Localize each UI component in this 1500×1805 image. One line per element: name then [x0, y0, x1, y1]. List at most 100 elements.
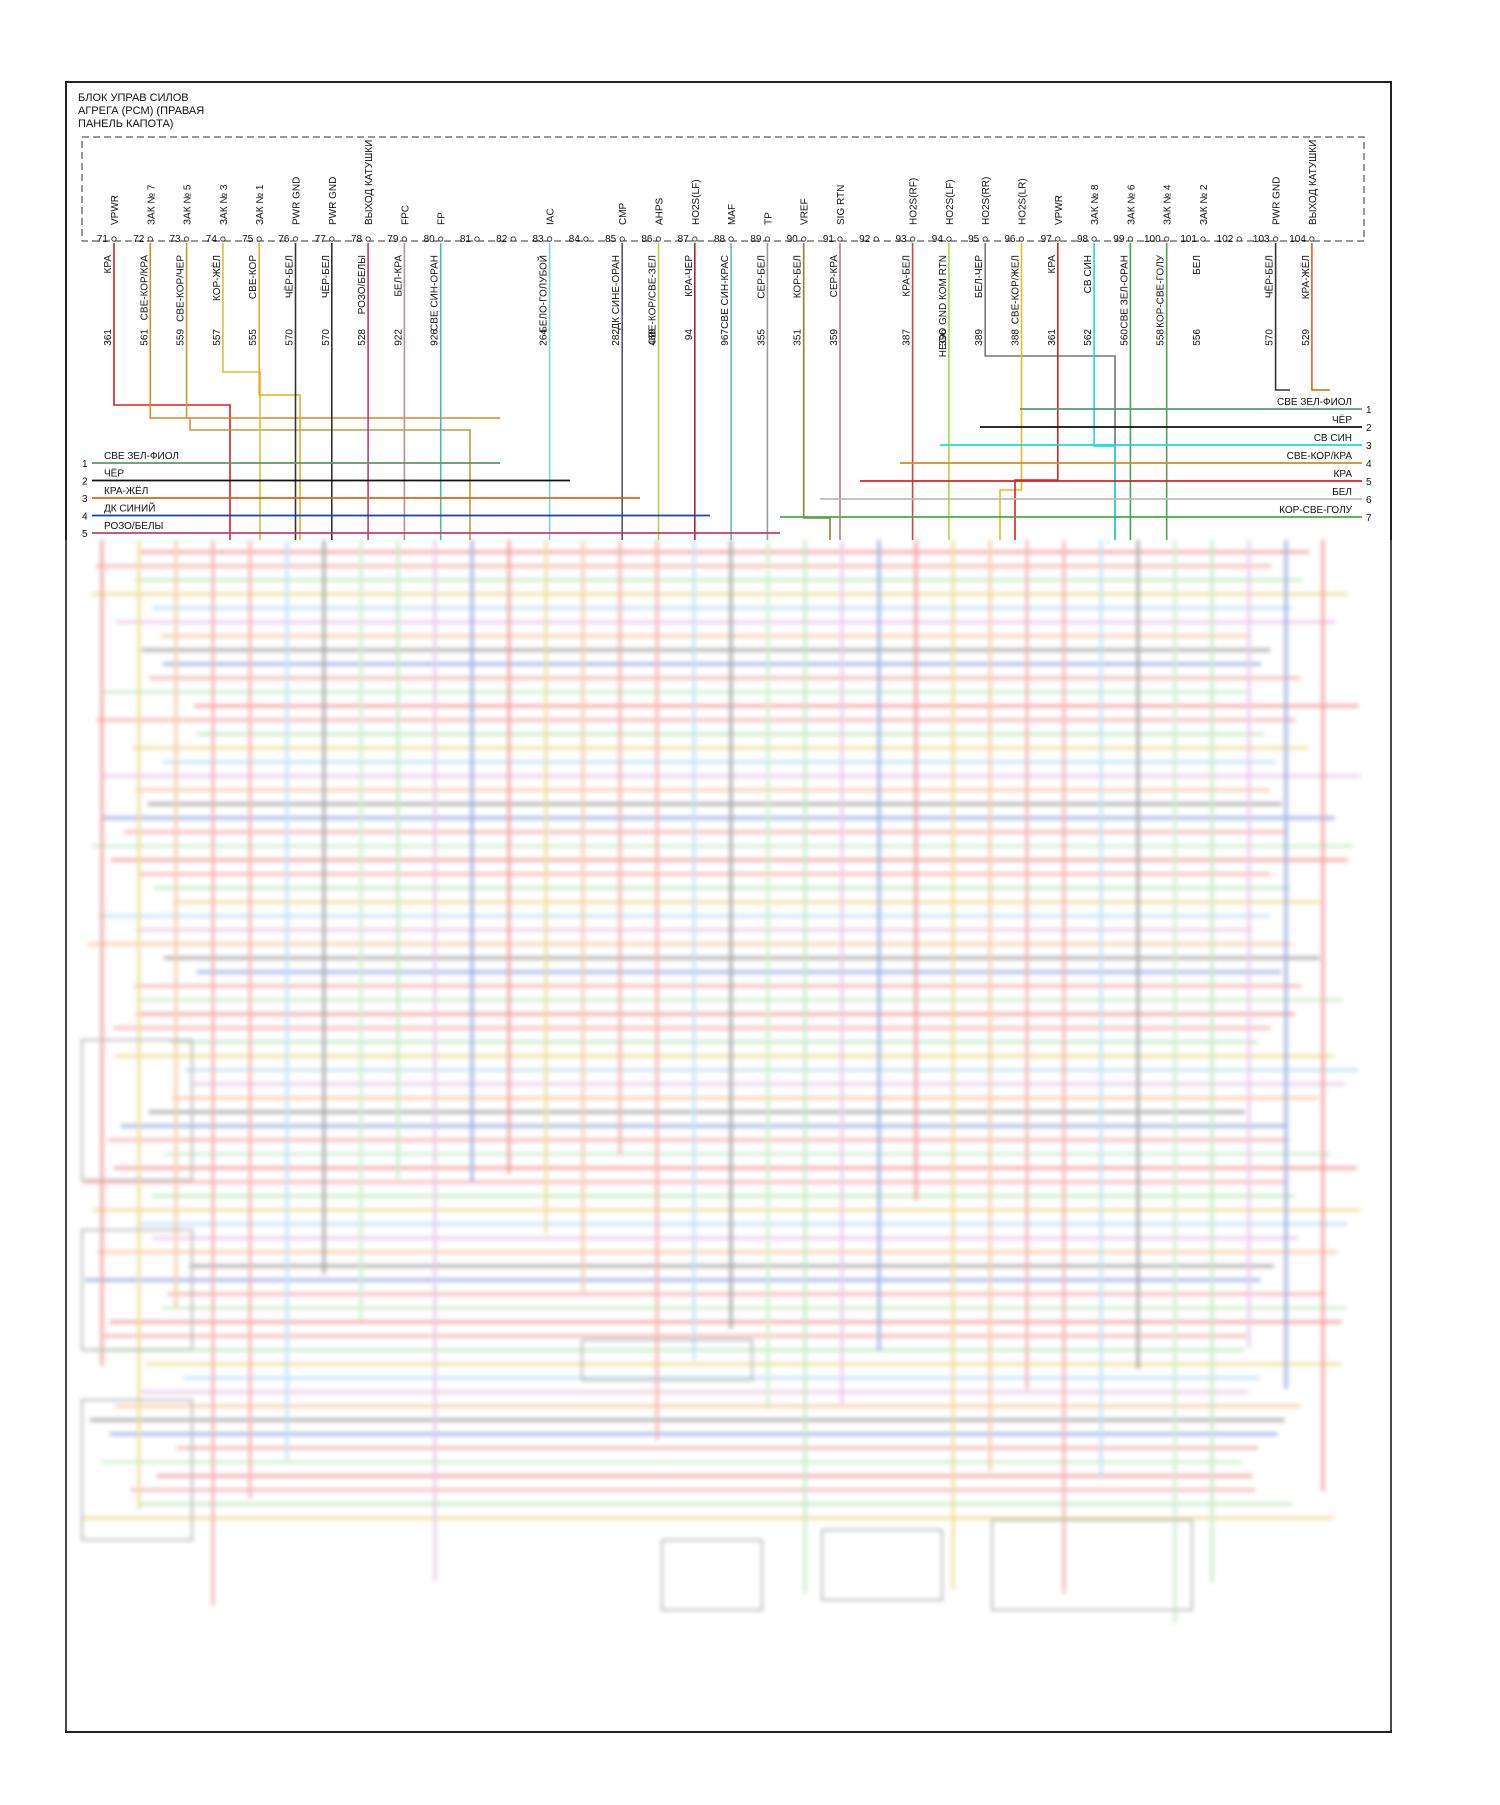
pin-terminal [1236, 236, 1242, 242]
pin-terminal [365, 236, 371, 242]
pin-signal-label: MAF [727, 204, 738, 225]
pin-terminal [1273, 236, 1279, 242]
connector-wire-label: СВЕ-КОР/КРА [1287, 451, 1353, 462]
circuit-number: 355 [756, 329, 767, 346]
pin-number: 103 [1253, 234, 1270, 245]
circuit-number: 967 [720, 329, 731, 346]
connector-wire-label: ЧЁР [1332, 414, 1352, 426]
pin-terminal [111, 236, 117, 242]
connector-pin-number: 5 [82, 529, 88, 540]
circuit-number: 570 [1265, 329, 1276, 346]
pin-number: 87 [678, 234, 690, 245]
obscured-diagram-area [81, 540, 1361, 1624]
connector-wire-label: КРА [1334, 469, 1353, 480]
pin-number: 86 [641, 234, 653, 245]
pin-terminal [438, 236, 444, 242]
pin-terminal [909, 236, 916, 242]
left-connector-line: 2 ЧЁР [82, 468, 570, 488]
pin-terminal [1200, 236, 1206, 242]
pin-terminal [619, 236, 625, 242]
pin-signal-label: ЗАК № 2 [1199, 184, 1210, 225]
pin-signal-label: FPC [400, 205, 411, 225]
pcm-pin: 81 [460, 234, 480, 245]
wire-color-label: ЧЁР-БЕЛ [1264, 255, 1276, 298]
pin-number: 83 [532, 234, 544, 245]
wire [149, 243, 500, 419]
connector-pin-number: 5 [1366, 477, 1372, 488]
connector-pin-number: 1 [82, 459, 88, 470]
pin-terminal [692, 236, 698, 242]
pin-signal-label: PWR GND [328, 177, 339, 225]
right-connector-line: 3 СВ СИН [940, 433, 1372, 452]
wire-color-label: БЕЛ [1192, 255, 1203, 275]
wire [1093, 243, 1116, 540]
pin-number: 91 [823, 234, 835, 245]
pin-number: 73 [169, 234, 181, 245]
connector-pin-number: 4 [1366, 459, 1372, 470]
pcm-pin: 82 [496, 234, 516, 245]
pin-terminal [474, 236, 480, 242]
connector-pin-number: 6 [1366, 495, 1372, 506]
wire [185, 243, 471, 540]
circuit-number: 926 [430, 329, 441, 346]
wire-color-label: КРА [1047, 255, 1058, 274]
circuit-number: 570 [285, 329, 296, 346]
wire [802, 243, 831, 540]
pin-terminal [184, 236, 190, 242]
wire-color-label: КРА-ЧЕР [684, 255, 695, 297]
pin-number: 78 [351, 234, 363, 245]
circuit-number: 389 [974, 329, 985, 346]
pin-number: 85 [605, 234, 617, 245]
circuit-number: 561 [139, 329, 150, 346]
pin-terminal [329, 236, 335, 242]
connector-wire-label: СВЕ ЗЕЛ-ФИОЛ [104, 451, 179, 462]
pin-terminal [982, 236, 988, 242]
right-connector-line: 4 СВЕ-КОР/КРА [900, 451, 1372, 470]
pin-terminal [1309, 236, 1315, 242]
connector-pin-number: 2 [1366, 423, 1372, 434]
pcm-pin: 102 [1217, 234, 1242, 245]
wire [113, 243, 231, 540]
pin-number: 76 [278, 234, 290, 245]
connector-pin-number: 1 [1366, 405, 1372, 416]
right-connector-line: 1 СВЕ ЗЕЛ-ФИОЛ [1020, 397, 1372, 416]
pin-signal-label: VPWR [1054, 195, 1065, 225]
pin-terminal [1091, 236, 1097, 242]
pin-terminal [546, 236, 553, 242]
pin-number: 77 [315, 234, 327, 245]
pin-signal-label: ЗАК № 6 [1126, 184, 1137, 225]
pin-number: 74 [206, 234, 218, 245]
pin-terminal [873, 236, 879, 242]
wire-color-label: КРА-БЕЛ [902, 255, 913, 297]
circuit-number: 361 [103, 329, 114, 346]
wire-color-label: ЧЁР-БЕЛ [320, 255, 332, 298]
circuit-number: 556 [1192, 329, 1203, 346]
connector-pin-number: 2 [82, 477, 88, 488]
pin-number: 92 [859, 234, 871, 245]
pin-signal-label: PWR GND [292, 177, 303, 225]
pin-terminal [1018, 236, 1025, 242]
pin-number: 71 [97, 234, 109, 245]
circuit-number: 361 [1047, 329, 1058, 346]
pin-signal-label: ЗАК № 1 [255, 184, 266, 225]
connector-wire-label: БЕЛ [1332, 487, 1352, 498]
pin-signal-label: SIG RTN [836, 185, 847, 225]
wire-color-label: БЕЛО-ГОЛУБОЙ [537, 255, 550, 333]
pin-signal-label: VREF [800, 198, 811, 225]
pin-terminal [837, 236, 843, 242]
wire-color-label: КРА [103, 255, 114, 274]
